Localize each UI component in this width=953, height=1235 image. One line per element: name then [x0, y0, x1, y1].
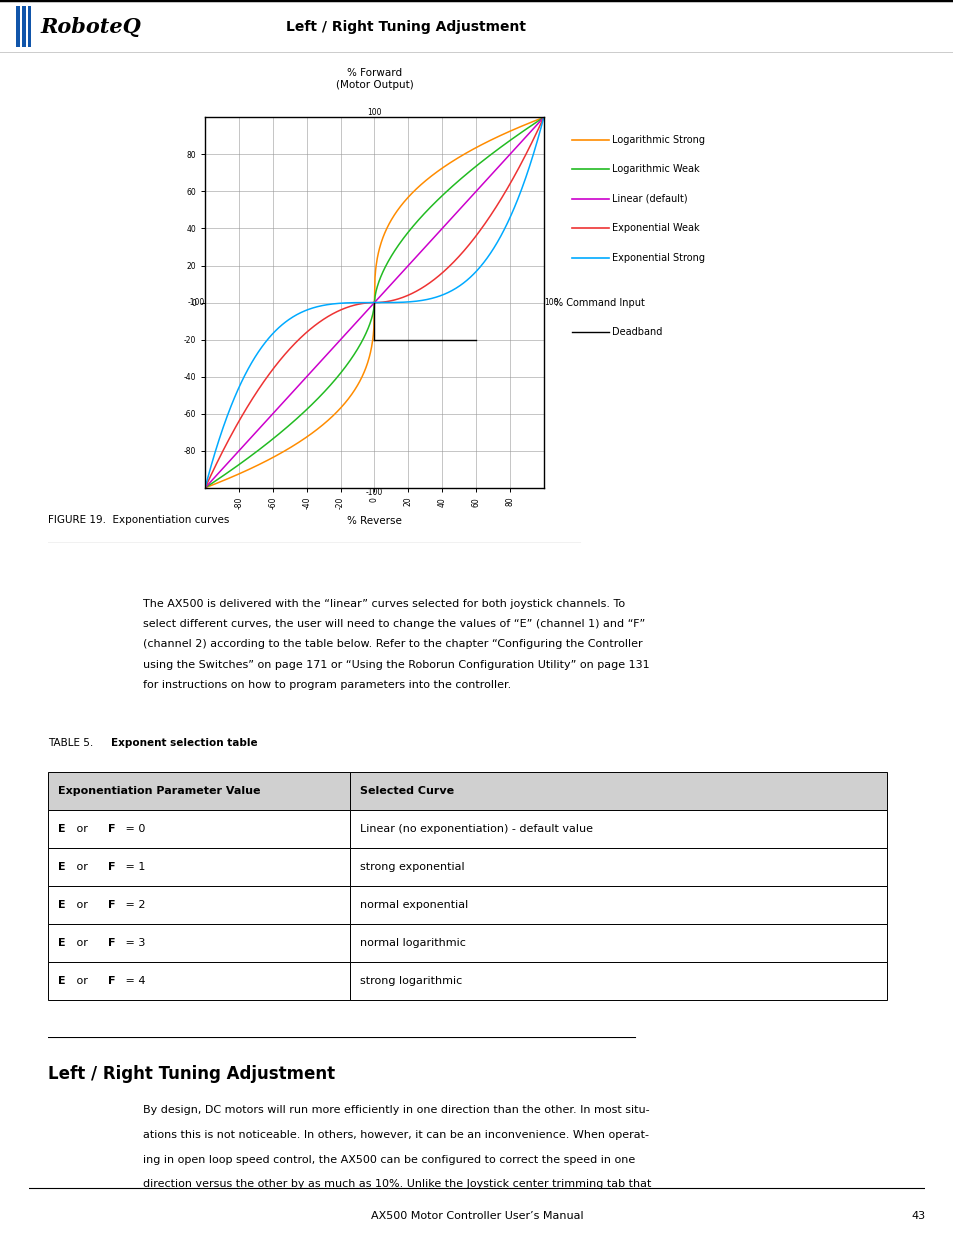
Text: or: or [72, 939, 91, 948]
Text: select different curves, the user will need to change the values of “E” (channel: select different curves, the user will n… [143, 619, 644, 629]
Text: E: E [58, 939, 66, 948]
Text: E: E [58, 862, 66, 872]
Text: F: F [108, 862, 115, 872]
Text: Exponential Weak: Exponential Weak [612, 224, 700, 233]
Text: or: or [72, 824, 91, 834]
Text: normal exponential: normal exponential [359, 900, 468, 910]
Text: -100: -100 [365, 488, 383, 496]
Text: F: F [108, 939, 115, 948]
Text: AX500 Motor Controller User’s Manual: AX500 Motor Controller User’s Manual [371, 1210, 582, 1220]
Text: Exponentiation Parameter Value: Exponentiation Parameter Value [58, 785, 260, 795]
Bar [48, 962, 350, 1000]
Text: Left / Right Tuning Adjustment: Left / Right Tuning Adjustment [48, 1065, 335, 1083]
Bar [48, 810, 350, 848]
Text: F: F [108, 977, 115, 987]
Text: Selected Curve: Selected Curve [359, 785, 454, 795]
Text: Logarithmic Weak: Logarithmic Weak [612, 164, 700, 174]
Text: or: or [72, 977, 91, 987]
Text: ations this is not noticeable. In others, however, it can be an inconvenience. W: ations this is not noticeable. In others… [143, 1130, 648, 1140]
Text: TABLE 5.: TABLE 5. [48, 739, 92, 748]
Text: strong logarithmic: strong logarithmic [359, 977, 462, 987]
Bar [350, 810, 886, 848]
Text: direction versus the other by as much as 10%. Unlike the Joystick center trimmin: direction versus the other by as much as… [143, 1179, 651, 1189]
Text: using the Switches” on page 171 or “Using the Roborun Configuration Utility” on : using the Switches” on page 171 or “Usin… [143, 659, 649, 669]
Text: 100: 100 [543, 298, 558, 308]
Bar [350, 924, 886, 962]
Text: 100: 100 [367, 109, 381, 117]
Bar [350, 772, 886, 810]
Text: = 3: = 3 [121, 939, 145, 948]
Text: Left / Right Tuning Adjustment: Left / Right Tuning Adjustment [286, 20, 526, 33]
Bar [350, 887, 886, 924]
Text: % Command Input: % Command Input [554, 298, 644, 308]
Bar [48, 772, 350, 810]
Text: = 1: = 1 [121, 862, 145, 872]
Text: F: F [108, 824, 115, 834]
Text: strong exponential: strong exponential [359, 862, 464, 872]
Bar [48, 924, 350, 962]
Bar [48, 848, 350, 887]
Text: ing in open loop speed control, the AX500 can be configured to correct the speed: ing in open loop speed control, the AX50… [143, 1155, 635, 1165]
Text: FIGURE 19.  Exponentiation curves: FIGURE 19. Exponentiation curves [48, 515, 229, 525]
Text: Logarithmic Strong: Logarithmic Strong [612, 135, 704, 144]
Text: = 4: = 4 [121, 977, 145, 987]
Text: E: E [58, 824, 66, 834]
Text: (channel 2) according to the table below. Refer to the chapter “Configuring the : (channel 2) according to the table below… [143, 640, 642, 650]
Text: Linear (no exponentiation) - default value: Linear (no exponentiation) - default val… [359, 824, 593, 834]
FancyBboxPatch shape [16, 6, 20, 47]
Text: The AX500 is delivered with the “linear” curves selected for both joystick chann: The AX500 is delivered with the “linear”… [143, 599, 624, 609]
Text: Exponential Strong: Exponential Strong [612, 253, 704, 263]
Text: = 2: = 2 [121, 900, 145, 910]
Text: % Forward
(Motor Output): % Forward (Motor Output) [335, 68, 413, 90]
Text: RoboteQ: RoboteQ [40, 16, 141, 37]
Text: E: E [58, 977, 66, 987]
Bar [350, 962, 886, 1000]
Text: or: or [72, 862, 91, 872]
Text: or: or [72, 900, 91, 910]
Text: -100: -100 [188, 298, 205, 308]
Text: E: E [58, 900, 66, 910]
Text: Exponent selection table: Exponent selection table [111, 739, 257, 748]
Text: for instructions on how to program parameters into the controller.: for instructions on how to program param… [143, 679, 511, 690]
Bar [48, 887, 350, 924]
FancyBboxPatch shape [22, 6, 26, 47]
Text: % Reverse: % Reverse [347, 516, 401, 526]
Text: Deadband: Deadband [612, 327, 662, 337]
Text: = 0: = 0 [121, 824, 145, 834]
FancyBboxPatch shape [28, 6, 31, 47]
Text: 43: 43 [910, 1210, 924, 1220]
Text: By design, DC motors will run more efficiently in one direction than the other. : By design, DC motors will run more effic… [143, 1105, 649, 1115]
Text: F: F [108, 900, 115, 910]
Text: Linear (default): Linear (default) [612, 194, 687, 204]
Text: normal logarithmic: normal logarithmic [359, 939, 465, 948]
Bar [350, 848, 886, 887]
